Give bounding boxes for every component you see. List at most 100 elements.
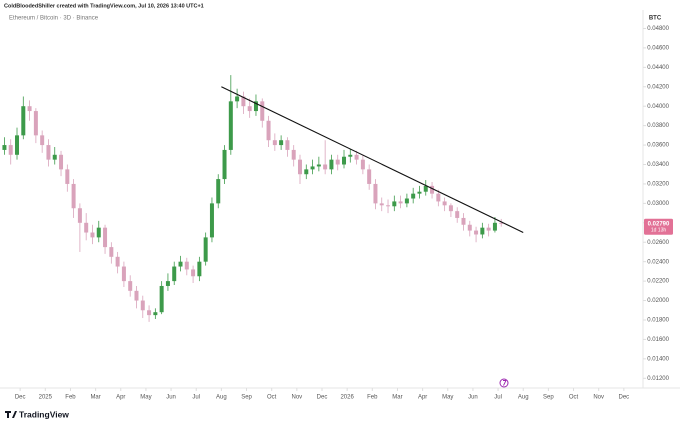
x-tick-label: Nov (292, 395, 303, 401)
y-tick-label: 0.04200 (647, 84, 669, 90)
y-tick-label: 0.01600 (647, 337, 669, 343)
candle-body (360, 159, 365, 170)
candle-body (291, 149, 296, 160)
y-tick-label: 0.03400 (647, 162, 669, 168)
x-tick-label: Oct (569, 395, 579, 401)
candle-body (191, 269, 196, 277)
candle-body (52, 154, 57, 160)
y-tick-label: 0.04000 (647, 104, 669, 110)
candle-body (84, 222, 89, 233)
candle-body (2, 145, 7, 150)
logo: TradingView (5, 409, 69, 419)
candle-body (316, 164, 321, 167)
candle-body (27, 106, 32, 112)
y-tick-label: 0.04800 (647, 26, 669, 32)
y-tick-label: 0.04400 (647, 65, 669, 71)
x-tick-label: Dec (317, 395, 328, 401)
candle-body (253, 101, 258, 112)
trendline (221, 86, 524, 234)
x-tick-label: Jul (192, 395, 200, 401)
candle-body (109, 247, 114, 257)
candle-body (65, 169, 70, 184)
candle-body (128, 281, 133, 291)
candle-body (15, 135, 20, 155)
logo-mark (5, 411, 17, 418)
candle-body (304, 169, 309, 175)
x-tick-label: Aug (518, 395, 529, 401)
candle-body (266, 120, 271, 141)
candle-body (342, 156, 347, 165)
candle-body (134, 290, 139, 301)
y-tick-label: 0.01800 (647, 318, 669, 324)
candle-body (285, 140, 290, 150)
candle-body (216, 179, 221, 204)
candle-body (33, 111, 38, 136)
x-tick-label: Jun (166, 395, 176, 401)
x-tick-label: Dec (15, 395, 26, 401)
y-tick-label: 0.01400 (647, 356, 669, 362)
candle-body (241, 96, 246, 107)
x-tick-label: Feb (65, 395, 76, 401)
candle-body (90, 232, 95, 238)
x-tick-label: Mar (90, 395, 100, 401)
candle-body (310, 166, 315, 170)
candle-body (159, 285, 164, 313)
event-icon (499, 378, 509, 388)
y-tick-label: 0.02200 (647, 279, 669, 285)
candle-body (417, 191, 422, 194)
candle-body (335, 159, 340, 165)
x-tick-label: Oct (267, 395, 277, 401)
candle-body (329, 159, 334, 170)
x-tick-label: Feb (367, 395, 378, 401)
candle-body (203, 237, 208, 262)
x-tick-label: Jun (468, 395, 478, 401)
plot-area (2, 75, 524, 322)
candle-body (436, 193, 441, 202)
y-tick-label: 0.04600 (647, 45, 669, 51)
candle-body (247, 106, 252, 112)
candle-body (153, 312, 158, 316)
candle-body (423, 185, 428, 192)
x-tick-label: Apr (418, 395, 427, 401)
candle-body (279, 140, 284, 146)
candle-body (386, 205, 391, 207)
candle-body (448, 205, 453, 212)
y-tick-label: 0.01200 (647, 376, 669, 382)
y-tick-label: 0.02400 (647, 259, 669, 265)
x-tick-label: Aug (216, 395, 227, 401)
candle-body (392, 201, 397, 207)
x-tick-label: May (442, 395, 453, 401)
candle-body (474, 230, 479, 235)
header: ColdBloodedShiller created with TradingV… (4, 3, 204, 9)
candle-body (71, 183, 76, 209)
candle-body (77, 208, 82, 223)
candle-body (297, 159, 302, 175)
candle-body (121, 266, 126, 282)
candle-body (172, 266, 177, 282)
candle-body (323, 164, 328, 170)
candle-body (147, 310, 152, 316)
logo-text: TradingView (19, 409, 69, 419)
x-tick-label: Dec (619, 395, 630, 401)
candle-body (103, 227, 108, 248)
x-tick-label: Nov (593, 395, 604, 401)
candle-body (367, 169, 372, 184)
candle-body (184, 261, 189, 270)
candle-body (46, 145, 51, 160)
candle-body (467, 224, 472, 231)
candle-body (461, 217, 466, 225)
candle-body (40, 135, 45, 146)
candle-body (272, 140, 277, 146)
candle-body (165, 281, 170, 286)
x-tick-label: 2026 (340, 395, 354, 401)
candle-body (260, 101, 265, 121)
y-tick-label: 0.03200 (647, 182, 669, 188)
x-tick-label: Mar (392, 395, 402, 401)
candle-body (398, 201, 403, 204)
y-tick-label: 0.02000 (647, 298, 669, 304)
candle-body (373, 183, 378, 204)
candle-body (411, 193, 416, 199)
last-price-tag (644, 218, 673, 235)
